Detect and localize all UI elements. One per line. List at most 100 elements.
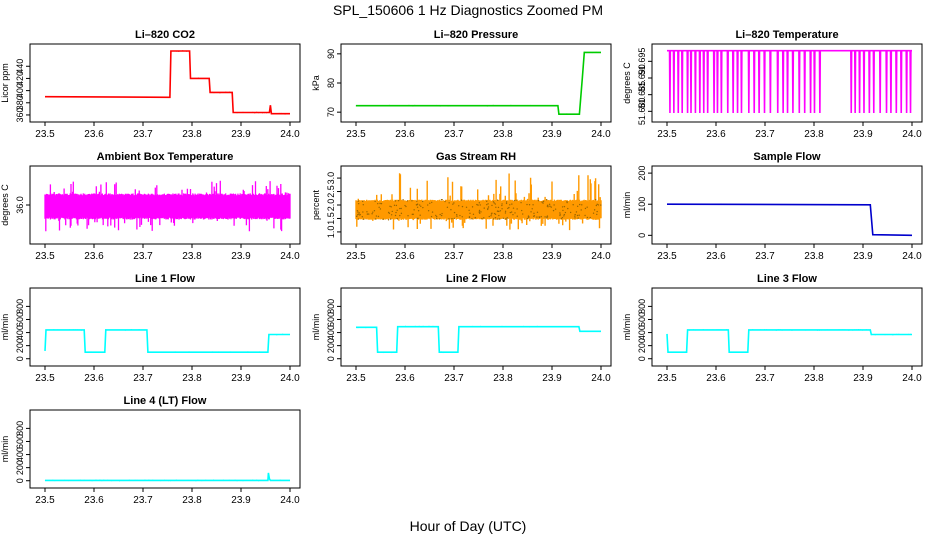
- scatter-point: [584, 207, 587, 210]
- scatter-point: [505, 201, 508, 203]
- y-tick-label: 0: [326, 356, 336, 361]
- scatter-point: [374, 200, 376, 203]
- scatter-point: [542, 202, 544, 204]
- scatter-point: [536, 216, 538, 218]
- y-tick-label: 0: [637, 356, 647, 361]
- panel-rh: Gas Stream RH percent 23.5 23.6 23.7 23.8 23.9…: [311, 151, 612, 262]
- scatter-point: [526, 203, 528, 206]
- scatter-point: [416, 203, 418, 206]
- y-tick-label: 380: [15, 95, 25, 110]
- y-tick-label: 0: [15, 356, 25, 361]
- scatter-point: [533, 212, 535, 215]
- x-tick-label: 23.8: [182, 129, 202, 140]
- scatter-point: [468, 209, 470, 212]
- scatter-point: [490, 215, 492, 217]
- scatter-point: [566, 200, 568, 203]
- scatter-point: [435, 216, 438, 218]
- panel-line2: Line 2 Flow ml/min 23.5 23.6 23.7 23.8 23.9 24.…: [311, 273, 612, 384]
- y-axis-label: ml/min: [311, 314, 321, 341]
- scatter-point: [486, 208, 489, 211]
- scatter-point: [474, 217, 476, 219]
- scatter-point: [563, 213, 566, 216]
- x-tick-label: 23.8: [182, 251, 202, 262]
- x-tick-label: 23.7: [755, 129, 775, 140]
- scatter-point: [366, 211, 368, 213]
- scatter-point: [574, 213, 576, 216]
- scatter-point: [547, 206, 549, 208]
- y-tick-label: 600: [637, 312, 647, 327]
- x-tick-label: 23.6: [706, 251, 726, 262]
- scatter-point: [452, 203, 454, 205]
- scatter-point: [461, 216, 463, 218]
- scatter-point: [419, 214, 421, 216]
- scatter-point: [459, 214, 461, 217]
- plot-frame: [29, 43, 301, 123]
- y-tick-label: 600: [15, 312, 25, 327]
- series-group: [44, 180, 291, 232]
- y-tick-label: 90: [326, 49, 336, 59]
- scatter-point: [421, 200, 424, 203]
- scatter-point: [559, 212, 561, 214]
- y-tick-label: 400: [15, 325, 25, 340]
- scatter-point: [380, 202, 383, 205]
- scatter-point: [362, 203, 364, 206]
- scatter-point: [441, 212, 443, 215]
- scatter-point: [393, 204, 396, 207]
- scatter-point: [530, 211, 532, 213]
- y-axis-label: degrees C: [0, 184, 10, 226]
- scatter-point: [477, 204, 479, 206]
- scatter-point: [559, 214, 561, 217]
- x-tick-label: 23.6: [395, 129, 415, 140]
- scatter-point: [479, 204, 481, 206]
- scatter-point: [453, 211, 456, 214]
- scatter-point: [465, 206, 468, 209]
- scatter-point: [476, 203, 478, 206]
- scatter-point: [528, 204, 531, 206]
- scatter-point: [413, 209, 415, 211]
- scatter-point: [461, 205, 464, 208]
- scatter-point: [471, 206, 474, 208]
- scatter-point: [469, 212, 471, 215]
- x-tick-label: 23.6: [84, 495, 104, 506]
- panel-temperature: Li–820 Temperature degrees C 23.5 23.6 23.7 2…: [622, 29, 923, 140]
- scatter-point: [357, 218, 360, 220]
- scatter-point: [580, 209, 582, 211]
- scatter-point: [456, 213, 458, 216]
- scatter-point: [566, 201, 568, 204]
- scatter-point: [357, 200, 359, 202]
- y-tick-label: 2.5: [326, 185, 336, 198]
- y-tick-label: 600: [15, 434, 25, 449]
- x-tick-label: 23.6: [706, 373, 726, 384]
- x-tick-label: 23.7: [133, 373, 153, 384]
- x-tick-label: 23.9: [231, 495, 251, 506]
- panel-title: Gas Stream RH: [436, 151, 516, 163]
- scatter-point: [451, 218, 453, 220]
- y-tick-label: 400: [15, 83, 25, 98]
- x-tick-label: 23.5: [346, 373, 366, 384]
- scatter-point: [483, 217, 485, 219]
- scatter-point: [550, 206, 552, 208]
- scatter-point: [553, 204, 555, 206]
- scatter-point: [540, 215, 542, 218]
- scatter-point: [471, 218, 473, 220]
- x-tick-label: 24.0: [280, 129, 300, 140]
- scatter-point: [546, 198, 548, 201]
- x-tick-label: 23.9: [231, 373, 251, 384]
- scatter-point: [431, 211, 434, 213]
- scatter-point: [509, 211, 512, 214]
- scatter-point: [514, 212, 516, 214]
- scatter-point: [448, 202, 450, 204]
- scatter-point: [507, 207, 509, 210]
- x-tick-label: 23.7: [755, 251, 775, 262]
- scatter-point: [502, 217, 505, 219]
- scatter-point: [407, 215, 409, 217]
- scatter-point: [498, 218, 501, 220]
- scatter-point: [429, 202, 431, 204]
- series-line: [356, 325, 601, 354]
- scatter-point: [377, 215, 380, 218]
- panel-title: Line 2 Flow: [446, 273, 506, 285]
- plot-frame: [651, 287, 923, 367]
- scatter-point: [379, 208, 382, 210]
- plot-frame: [340, 287, 612, 367]
- series-line: [44, 329, 290, 354]
